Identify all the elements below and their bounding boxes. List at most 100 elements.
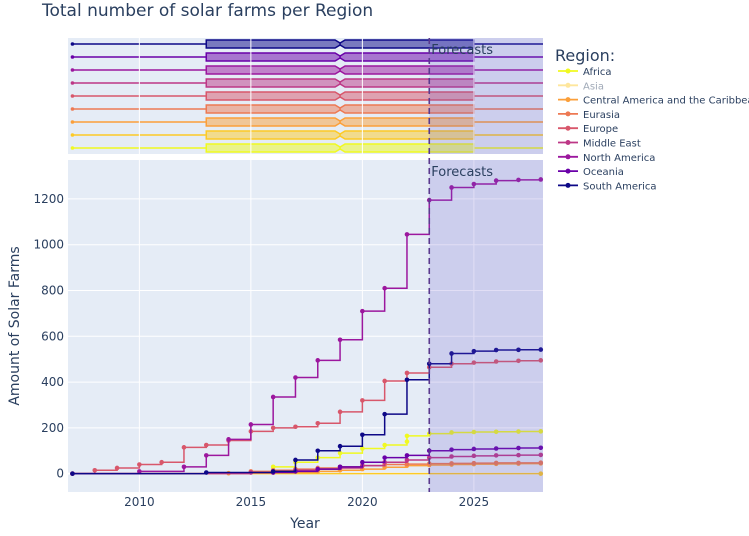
data-point-north-america: [538, 177, 544, 182]
data-point-north-america: [226, 437, 231, 442]
legend-item-north-america: North America: [558, 153, 655, 164]
data-point-africa: [270, 464, 276, 470]
legend-item-eurasia: Eurasia: [558, 110, 620, 121]
data-point-south-america: [516, 347, 521, 353]
legend-swatch-marker: [565, 82, 571, 88]
legend-item-europe: Europe: [558, 124, 618, 135]
data-point-north-america: [293, 375, 298, 380]
forecast-region-top: [429, 38, 543, 154]
whisker-end-africa: [70, 146, 75, 150]
legend-item-oceania: Oceania: [558, 167, 624, 178]
x-tick-label: 2020: [347, 495, 378, 509]
data-point-oceania: [493, 446, 499, 451]
data-point-eurasia: [449, 461, 454, 466]
data-point-north-america: [382, 285, 387, 291]
data-point-oceania: [337, 464, 343, 470]
data-point-africa: [337, 450, 343, 456]
legend-label: Asia: [583, 81, 604, 92]
data-point-south-america: [471, 348, 477, 354]
data-point-south-america: [70, 471, 75, 476]
data-point-africa: [471, 429, 477, 435]
data-point-eurasia: [538, 460, 544, 465]
legend-swatch-marker: [565, 182, 571, 188]
legend-swatch-marker: [565, 154, 571, 160]
data-point-south-america: [382, 411, 387, 417]
legend-item-central-america-and-the-caribbean: Central America and the Caribbean: [558, 96, 749, 107]
y-tick-label: 200: [41, 421, 64, 435]
data-point-africa: [404, 433, 410, 439]
x-tick-label: 2015: [236, 495, 267, 509]
series-line-eurasia: [250, 462, 542, 473]
forecast-annotation-top: Forecasts: [431, 43, 493, 58]
data-point-middle-east: [449, 454, 454, 459]
whisker-end-middle-east: [70, 81, 75, 85]
data-point-north-america: [471, 181, 477, 187]
legend-label: Oceania: [583, 167, 624, 178]
legend-label: South America: [583, 181, 657, 192]
x-axis-label: Year: [289, 516, 320, 532]
legend-swatch-marker: [565, 125, 571, 131]
data-point-europe: [114, 465, 120, 471]
data-point-south-america: [270, 469, 276, 474]
data-point-oceania: [404, 453, 410, 458]
data-point-north-america: [493, 178, 499, 183]
data-point-europe: [360, 398, 365, 403]
data-point-asia: [538, 471, 544, 476]
data-point-oceania: [360, 459, 365, 465]
data-point-south-america: [203, 470, 209, 475]
y-tick-label: 1200: [33, 192, 64, 206]
legend-label: Middle East: [583, 139, 641, 150]
whisker-end-eurasia: [70, 107, 75, 111]
data-point-africa: [382, 442, 387, 448]
y-tick-label: 1000: [33, 238, 64, 252]
legend-label: North America: [583, 153, 655, 164]
data-point-africa: [538, 429, 544, 434]
legend-swatch-marker: [565, 97, 571, 103]
data-point-oceania: [538, 445, 544, 451]
legend-title: Region:: [555, 46, 615, 65]
data-point-europe: [382, 378, 387, 384]
line-plot-panel: 2010 2015 2020 2025 0 200 400 600 800 1000 1200: [33, 38, 544, 509]
data-point-africa: [516, 429, 521, 434]
legend-label: Central America and the Caribbean: [583, 96, 749, 107]
x-tick-label: 2010: [124, 495, 155, 509]
data-point-europe: [404, 370, 410, 376]
data-point-europe: [293, 424, 298, 430]
chart-title: Total number of solar farms per Region: [41, 1, 373, 21]
data-point-middle-east: [404, 457, 410, 463]
legend-item-south-america: South America: [558, 181, 657, 192]
data-point-africa: [493, 429, 499, 435]
data-point-north-america: [404, 232, 410, 237]
data-point-europe: [270, 425, 276, 431]
data-point-oceania: [471, 446, 477, 452]
data-point-middle-east: [516, 452, 521, 458]
data-point-oceania: [382, 455, 387, 460]
data-point-middle-east: [538, 452, 544, 458]
legend: Region: Africa Asia Central America and th…: [555, 46, 749, 192]
data-point-eurasia: [516, 460, 521, 466]
data-point-europe: [159, 459, 164, 465]
data-point-middle-east: [426, 455, 432, 460]
data-point-africa: [449, 430, 454, 435]
data-point-middle-east: [471, 453, 477, 459]
legend-label: Europe: [583, 124, 618, 135]
data-point-europe: [181, 445, 187, 450]
data-point-north-america: [337, 337, 343, 343]
data-point-europe: [315, 421, 321, 426]
whisker-end-europe: [70, 94, 75, 98]
y-tick-label: 600: [41, 329, 64, 343]
data-point-north-america: [315, 358, 321, 363]
data-point-eurasia: [471, 460, 477, 466]
y-axis-label: Amount of Solar Farms: [7, 246, 23, 405]
data-point-europe: [337, 409, 343, 415]
data-point-south-america: [293, 457, 298, 463]
plot-background: [68, 160, 543, 492]
whisker-end-central-america-and-the-caribbean: [70, 120, 75, 124]
data-point-south-america: [404, 377, 410, 383]
y-tick-label: 0: [56, 467, 64, 481]
data-point-oceania: [516, 445, 521, 451]
legend-swatch-marker: [565, 168, 571, 174]
data-point-north-america: [516, 177, 521, 183]
data-point-north-america: [360, 308, 365, 314]
